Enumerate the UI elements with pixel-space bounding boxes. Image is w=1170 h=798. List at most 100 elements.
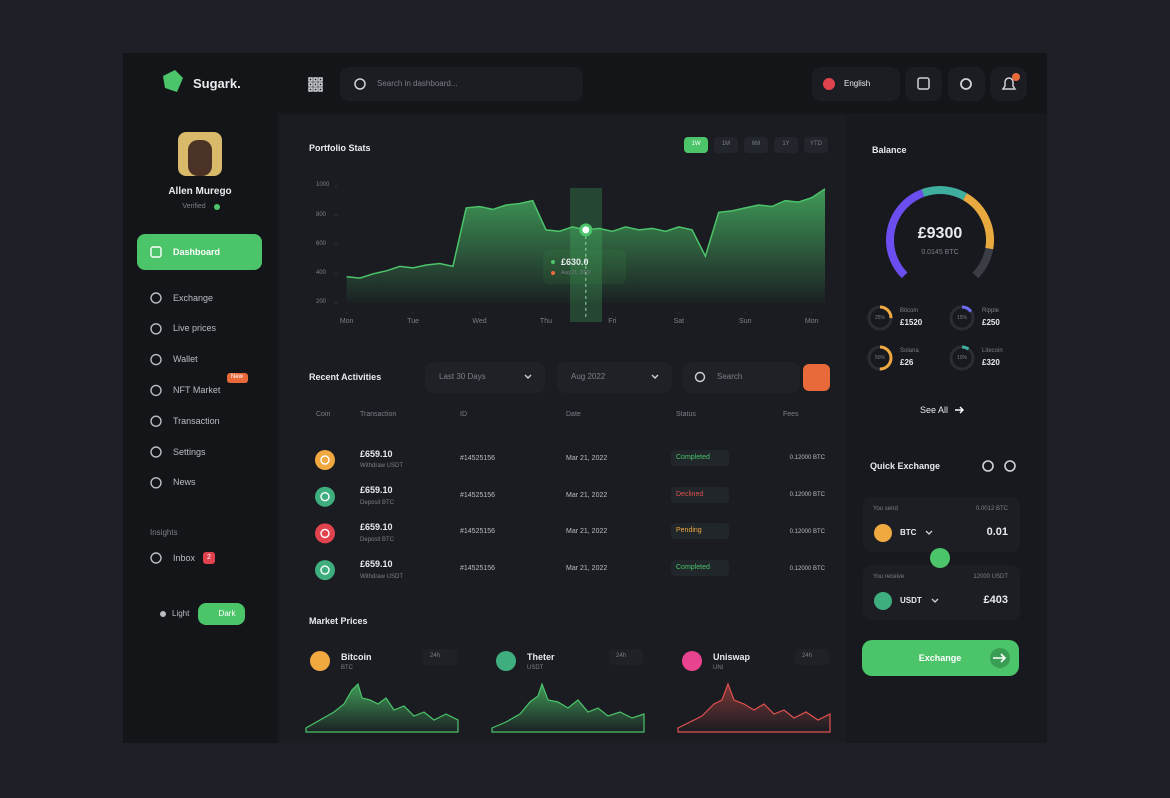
range-label[interactable]: 24h: [615, 653, 626, 660]
profile-status: Verified: [182, 202, 206, 210]
filter-select[interactable]: [425, 362, 545, 393]
avatar-face: [188, 140, 212, 176]
exchange-balance: 0.0012 BTC: [975, 506, 1008, 513]
search-icon: [354, 78, 366, 90]
asset-name: Litecoin: [982, 348, 1003, 355]
transaction-type: Deposit BTC: [360, 500, 395, 507]
coin-icon: [315, 486, 335, 507]
nav-item[interactable]: Transaction: [173, 415, 220, 426]
theme-dark-pill[interactable]: [198, 603, 245, 625]
transaction-id: #14525156: [460, 454, 496, 462]
range-select[interactable]: [609, 649, 643, 665]
column-header: Status: [676, 410, 696, 418]
icon-button[interactable]: [948, 67, 985, 101]
nav-item[interactable]: Exchange: [173, 292, 214, 303]
transaction-type: Deposit BTC: [360, 536, 395, 543]
range-select[interactable]: [795, 649, 829, 665]
nav-item[interactable]: Settings: [173, 446, 206, 457]
range-label[interactable]: 1W: [691, 141, 701, 148]
coin-icon: [310, 651, 330, 671]
y-tick-label: 1000: [316, 182, 330, 189]
filter-label[interactable]: Last 30 Days: [439, 372, 486, 382]
status-pill: [671, 486, 729, 503]
range-label[interactable]: 1Y: [782, 141, 790, 148]
search-icon: [694, 371, 706, 383]
nav-item[interactable]: NFT Market: [173, 385, 221, 395]
coin-icon-inner: [320, 455, 330, 465]
range-label[interactable]: 1M: [721, 141, 731, 148]
transaction-id: #14525156: [460, 491, 496, 499]
column-header: ID: [460, 410, 467, 418]
ring-label: 50%: [874, 355, 885, 361]
theme-icon: [160, 611, 166, 617]
chevron: [925, 530, 933, 535]
transaction-date: Mar 21, 2022: [566, 491, 608, 499]
range-button[interactable]: [684, 137, 708, 153]
ring: [949, 345, 975, 371]
exchange-amount: 0.01: [986, 526, 1008, 539]
highlight-point: [579, 223, 593, 237]
search-field[interactable]: [683, 362, 800, 393]
nav-item[interactable]: Inbox: [173, 552, 196, 563]
range-label[interactable]: YTD: [810, 141, 822, 148]
filter-button[interactable]: [803, 364, 830, 391]
range-select[interactable]: [423, 649, 457, 665]
nav-icon: [150, 323, 162, 335]
range-button[interactable]: [804, 137, 828, 153]
coin-symbol: BTC: [341, 665, 353, 672]
icon-button[interactable]: [990, 67, 1027, 101]
range-button[interactable]: [774, 137, 798, 153]
see-all[interactable]: See All: [919, 404, 949, 415]
coin-symbol: USDT: [527, 665, 544, 672]
nav-icon: [150, 446, 162, 458]
exchange-settings-icon: [982, 460, 994, 472]
amount: £659.10: [360, 558, 393, 569]
nav-badge: [227, 373, 248, 383]
nav-active[interactable]: [137, 234, 262, 270]
transaction-date: Mar 21, 2022: [566, 528, 608, 536]
card-title: Recent Activities: [309, 371, 382, 382]
column-header: Fees: [783, 410, 799, 418]
asset-name: Bitcoin: [900, 308, 919, 315]
nav-item[interactable]: Dashboard: [173, 246, 221, 257]
range-label[interactable]: 24h: [429, 653, 440, 660]
icon-button[interactable]: [905, 67, 942, 101]
range-label[interactable]: 24h: [801, 653, 812, 660]
section-label: Insights: [150, 528, 178, 538]
nav-item[interactable]: Wallet: [173, 354, 198, 365]
exchange-label: You receive: [873, 574, 905, 581]
asset-name: Solana: [900, 348, 919, 355]
chevron: [651, 374, 659, 379]
x-tick-label: Mon: [804, 317, 819, 325]
search-label[interactable]: Search: [717, 372, 743, 382]
see-all-arrow: [955, 406, 964, 414]
ring-label: 25%: [874, 315, 885, 321]
verified-dot: [214, 204, 220, 210]
asset-value: £320: [982, 358, 1000, 368]
ring: [949, 305, 975, 331]
ring: [867, 305, 893, 331]
card-title: Quick Exchange: [870, 460, 941, 471]
theme-dark[interactable]: Dark: [218, 609, 236, 619]
nav-item[interactable]: News: [173, 477, 196, 488]
asset-name: Ripple: [982, 308, 1000, 315]
exchange-coin[interactable]: BTC: [900, 528, 917, 538]
filter-label[interactable]: Aug 2022: [571, 372, 606, 382]
theme-light[interactable]: Light: [172, 609, 190, 619]
search-box[interactable]: [340, 67, 583, 101]
nav-item[interactable]: Live prices: [173, 323, 217, 334]
status: Completed: [676, 453, 710, 461]
exchange-button-label[interactable]: Exchange: [918, 652, 962, 663]
transaction-id: #14525156: [460, 528, 496, 536]
asset-value: £1520: [900, 318, 923, 328]
range-label[interactable]: 6M: [751, 141, 761, 148]
column-header: Coin: [316, 410, 331, 418]
area: [346, 188, 825, 303]
filter-select[interactable]: [557, 362, 672, 393]
exchange-coin[interactable]: USDT: [900, 596, 922, 606]
range-button[interactable]: [744, 137, 768, 153]
coin-icon-inner: [320, 565, 330, 575]
range-button[interactable]: [714, 137, 738, 153]
